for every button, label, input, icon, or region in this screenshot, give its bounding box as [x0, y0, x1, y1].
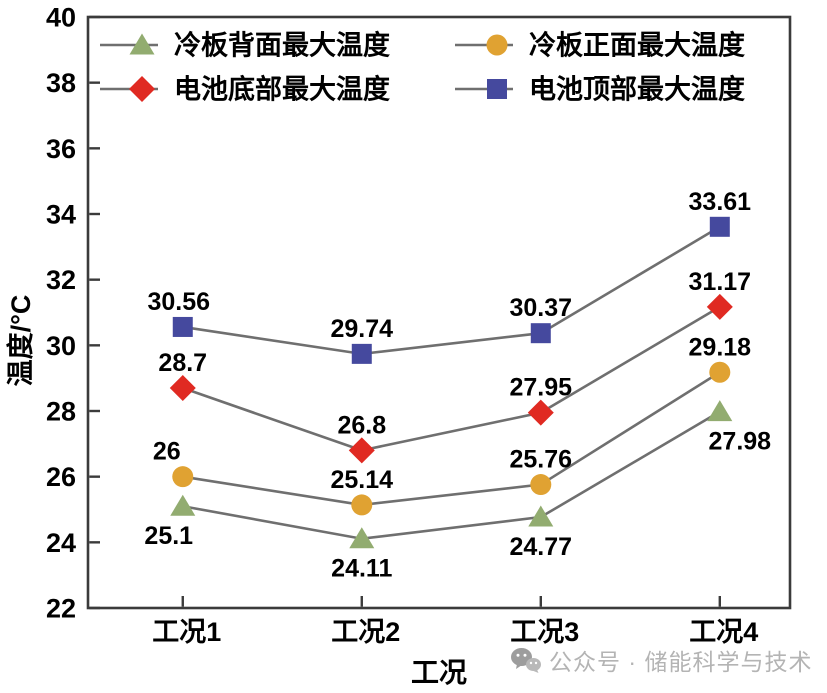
- data-point-circle: [530, 474, 552, 496]
- legend-marker-circle: [486, 34, 508, 56]
- series-line-1: [182, 371, 721, 507]
- data-point-diamond: [706, 293, 733, 320]
- value-label: 31.17: [689, 268, 752, 296]
- value-label: 30.37: [510, 294, 573, 322]
- value-label: 25.76: [510, 446, 573, 474]
- legend-marker-diamond: [129, 76, 155, 102]
- value-label: 25.1: [144, 522, 193, 550]
- series-line-2: [182, 305, 721, 452]
- data-point-square: [172, 316, 193, 337]
- y-tick-label: 36: [46, 134, 76, 164]
- y-tick-label: 32: [46, 265, 76, 295]
- y-tick-label: 38: [46, 68, 76, 98]
- data-point-triangle: [170, 494, 196, 516]
- plot-frame: [86, 15, 792, 610]
- x-axis-title: 工况: [411, 657, 467, 688]
- wechat-icon: [511, 647, 541, 673]
- data-point-diamond: [527, 399, 554, 426]
- value-label: 26: [153, 438, 181, 466]
- y-axis-title: 温度/°C: [5, 295, 36, 387]
- data-point-square: [530, 323, 551, 344]
- y-tick-label: 22: [46, 594, 76, 624]
- legend-label: 冷板正面最大温度: [529, 30, 745, 61]
- data-point-diamond: [169, 375, 196, 402]
- y-tick-label: 34: [46, 200, 76, 230]
- value-label: 33.61: [689, 188, 752, 216]
- y-tick-label: 40: [46, 3, 76, 33]
- value-label: 26.8: [337, 411, 386, 439]
- legend-marker-triangle: [129, 33, 155, 55]
- x-tick-label: 工况1: [152, 617, 221, 647]
- y-tick-label: 30: [46, 331, 76, 361]
- y-tick-label: 24: [46, 528, 76, 558]
- data-point-circle: [351, 494, 373, 516]
- y-tick-label: 26: [46, 462, 76, 492]
- series-line-0: [182, 410, 721, 541]
- watermark-text: 公众号 · 储能科学与技术: [549, 649, 813, 675]
- x-tick-label: 工况2: [331, 617, 400, 647]
- value-label: 27.95: [510, 374, 573, 402]
- data-point-triangle: [528, 505, 554, 527]
- value-label: 24.11: [331, 555, 392, 583]
- watermark: 公众号 · 储能科学与技术: [510, 643, 812, 677]
- value-label: 24.77: [510, 533, 573, 561]
- value-label: 25.14: [330, 466, 393, 494]
- value-label: 29.74: [330, 315, 393, 343]
- data-point-square: [351, 343, 372, 364]
- y-tick-label: 28: [46, 397, 76, 427]
- value-label: 30.56: [147, 288, 210, 316]
- value-label: 28.7: [158, 349, 207, 377]
- data-point-triangle: [349, 527, 375, 549]
- data-point-square: [709, 216, 730, 237]
- legend-label: 冷板背面最大温度: [174, 30, 390, 61]
- value-label: 27.98: [709, 428, 772, 456]
- x-tick-label: 工况4: [689, 617, 758, 647]
- data-point-triangle: [707, 400, 733, 422]
- data-point-diamond: [348, 437, 375, 464]
- value-label: 29.18: [689, 333, 752, 361]
- legend-label: 电池顶部最大温度: [529, 74, 745, 105]
- data-point-circle: [709, 361, 731, 383]
- legend-label: 电池底部最大温度: [174, 74, 390, 105]
- data-point-circle: [172, 466, 194, 488]
- x-tick-label: 工况3: [510, 617, 579, 647]
- legend-marker-square: [487, 79, 507, 99]
- series-line-3: [182, 225, 721, 356]
